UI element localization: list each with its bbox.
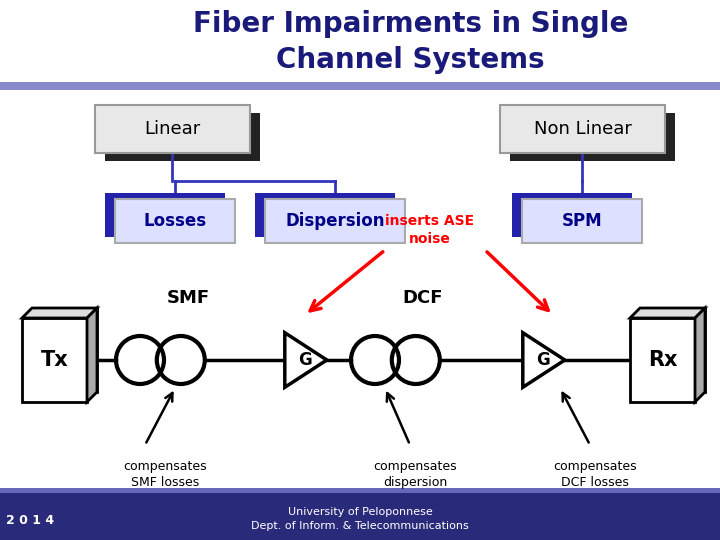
Text: 2 0 1 4: 2 0 1 4 bbox=[6, 514, 54, 526]
Text: compensates
dispersion: compensates dispersion bbox=[373, 460, 456, 489]
Text: G: G bbox=[536, 351, 550, 369]
Bar bbox=[512, 193, 632, 237]
Text: Non Linear: Non Linear bbox=[534, 120, 631, 138]
Text: SPM: SPM bbox=[562, 212, 603, 230]
Bar bbox=[265, 199, 405, 243]
Text: inserts ASE
noise: inserts ASE noise bbox=[385, 214, 474, 246]
Bar bbox=[255, 193, 395, 237]
Polygon shape bbox=[640, 308, 705, 392]
Text: University of Peloponnese: University of Peloponnese bbox=[287, 507, 433, 517]
Text: DCF: DCF bbox=[402, 289, 444, 307]
Bar bbox=[522, 199, 642, 243]
Polygon shape bbox=[87, 308, 97, 402]
Bar bbox=[105, 113, 260, 161]
Polygon shape bbox=[630, 308, 705, 318]
Bar bbox=[0, 488, 720, 540]
Bar bbox=[0, 488, 720, 493]
Text: Losses: Losses bbox=[143, 212, 207, 230]
Text: Dispersion: Dispersion bbox=[285, 212, 384, 230]
Text: compensates
SMF losses: compensates SMF losses bbox=[123, 460, 207, 489]
Text: Fiber Impairments in Single
Channel Systems: Fiber Impairments in Single Channel Syst… bbox=[193, 10, 628, 74]
Bar bbox=[22, 318, 87, 402]
Bar bbox=[500, 105, 665, 153]
Polygon shape bbox=[695, 308, 705, 402]
Bar bbox=[0, 82, 720, 90]
Bar bbox=[115, 199, 235, 243]
Bar bbox=[630, 318, 695, 402]
Text: Linear: Linear bbox=[145, 120, 201, 138]
Text: compensates
DCF losses: compensates DCF losses bbox=[553, 460, 636, 489]
Text: SMF: SMF bbox=[166, 289, 210, 307]
Text: Dept. of Inform. & Telecommunications: Dept. of Inform. & Telecommunications bbox=[251, 521, 469, 531]
Polygon shape bbox=[22, 308, 97, 318]
Text: Tx: Tx bbox=[40, 350, 68, 370]
Bar bbox=[105, 193, 225, 237]
Polygon shape bbox=[32, 308, 97, 392]
Bar bbox=[510, 113, 675, 161]
Text: G: G bbox=[298, 351, 312, 369]
Text: Rx: Rx bbox=[648, 350, 678, 370]
Polygon shape bbox=[523, 333, 564, 387]
Bar bbox=[95, 105, 250, 153]
Polygon shape bbox=[285, 333, 327, 387]
